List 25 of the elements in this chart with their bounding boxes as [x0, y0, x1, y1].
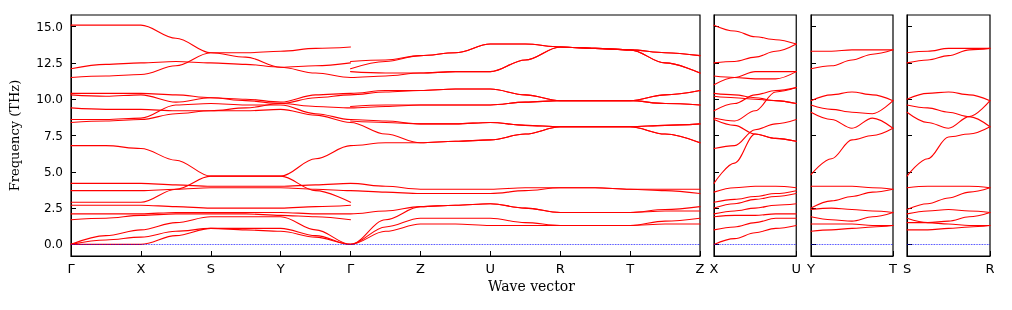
- x-tick-label: X: [709, 261, 719, 276]
- x-tick-label: R: [555, 261, 565, 276]
- y-tick-label: 12.5: [36, 55, 63, 70]
- x-tick-label: Z: [695, 261, 705, 276]
- x-tick-label: R: [985, 261, 995, 276]
- x-tick-label: X: [136, 261, 146, 276]
- y-tick-label: 7.5: [43, 128, 63, 143]
- x-tick-label: U: [791, 261, 801, 276]
- x-tick-label: S: [206, 261, 215, 276]
- x-tick-label: U: [485, 261, 496, 276]
- y-tick-label: 2.5: [43, 201, 63, 216]
- y-tick-label: 15.0: [36, 19, 63, 34]
- x-tick-label: T: [888, 261, 898, 276]
- x-tick-label: Y: [275, 261, 285, 276]
- x-tick-label: Z: [415, 261, 425, 276]
- x-tick-label: S: [902, 261, 912, 276]
- y-tick-label: 5.0: [43, 164, 63, 179]
- x-tick-label: Γ: [67, 261, 76, 276]
- y-tick-label: 10.0: [36, 92, 63, 107]
- x-tick-label: Y: [806, 261, 816, 276]
- x-tick-label: T: [625, 261, 635, 276]
- x-tick-label: Γ: [346, 261, 355, 276]
- y-tick-label: 0.0: [43, 237, 63, 252]
- y-axis-title: Frequency (THz): [7, 79, 22, 192]
- x-axis-title: Wave vector: [488, 278, 576, 294]
